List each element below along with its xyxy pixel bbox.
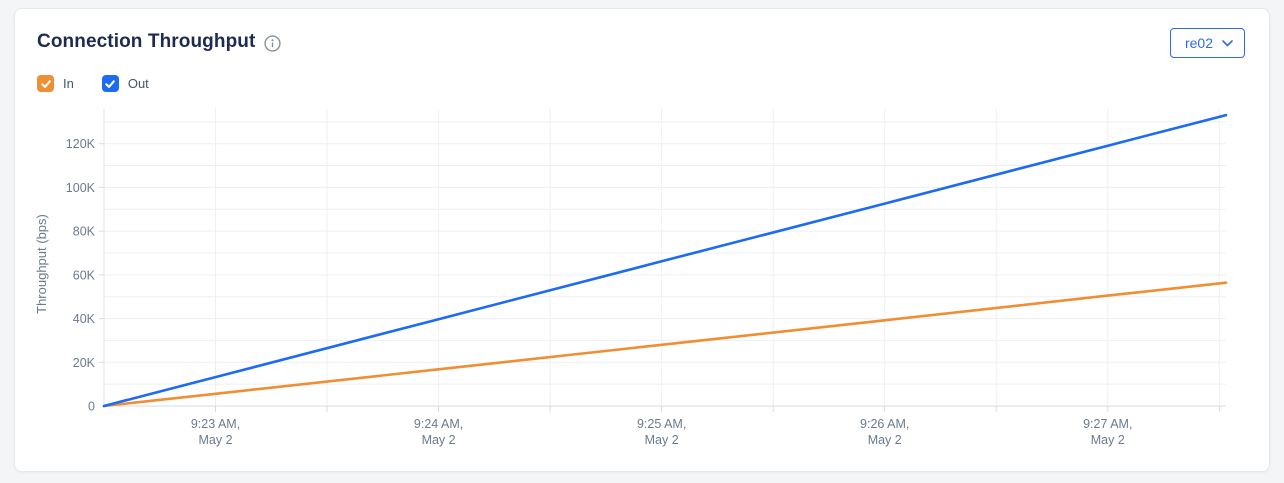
vertical-gridlines bbox=[215, 109, 1220, 412]
check-icon bbox=[40, 79, 51, 88]
check-icon bbox=[105, 79, 116, 88]
horizontal-gridlines bbox=[104, 121, 1226, 385]
y-axis-title: Throughput (bps) bbox=[34, 214, 49, 314]
in-checkbox[interactable] bbox=[37, 75, 54, 92]
info-icon[interactable] bbox=[264, 34, 282, 52]
page-title: Connection Throughput bbox=[37, 31, 256, 52]
svg-text:40K: 40K bbox=[73, 312, 96, 326]
svg-text:60K: 60K bbox=[73, 268, 96, 282]
svg-text:9:25 AM,: 9:25 AM, bbox=[637, 417, 686, 431]
legend-item-in[interactable]: In bbox=[37, 75, 74, 92]
out-checkbox[interactable] bbox=[101, 75, 119, 92]
svg-text:May 2: May 2 bbox=[422, 433, 456, 447]
svg-text:120K: 120K bbox=[66, 137, 96, 151]
chevron-down-icon bbox=[1222, 39, 1233, 47]
svg-text:May 2: May 2 bbox=[645, 433, 679, 447]
x-axis-labels: 9:23 AM, May 2 9:24 AM, May 2 9:25 AM, May 2 9… bbox=[191, 417, 1133, 447]
legend-item-out[interactable]: Out bbox=[101, 75, 149, 92]
y-axis-labels: 0 20K 40K 60K 80K 100K 120K bbox=[66, 137, 104, 414]
svg-text:80K: 80K bbox=[73, 225, 96, 239]
legend-label-in: In bbox=[63, 76, 74, 91]
axes bbox=[103, 109, 1226, 407]
throughput-chart: 0 20K 40K 60K 80K 100K 120K 9:23 AM, May 2 9:24 A… bbox=[15, 105, 1271, 467]
card-header: Connection Throughput bbox=[37, 31, 282, 53]
svg-text:May 2: May 2 bbox=[1091, 433, 1125, 447]
svg-text:May 2: May 2 bbox=[199, 433, 233, 447]
svg-text:20K: 20K bbox=[73, 356, 96, 370]
throughput-chart-svg: 0 20K 40K 60K 80K 100K 120K 9:23 AM, May 2 9:24 A… bbox=[34, 109, 1228, 447]
svg-text:0: 0 bbox=[88, 400, 95, 414]
svg-text:9:26 AM,: 9:26 AM, bbox=[860, 417, 909, 431]
series-legend: In Out bbox=[37, 75, 149, 92]
legend-label-out: Out bbox=[127, 76, 149, 91]
svg-text:May 2: May 2 bbox=[868, 433, 902, 447]
node-selector-dropdown[interactable]: re02 bbox=[1169, 28, 1245, 58]
svg-text:9:27 AM,: 9:27 AM, bbox=[1083, 417, 1132, 431]
out-series-line bbox=[102, 113, 1228, 408]
node-selector-value: re02 bbox=[1184, 35, 1213, 51]
svg-text:9:24 AM,: 9:24 AM, bbox=[414, 417, 463, 431]
svg-text:9:23 AM,: 9:23 AM, bbox=[191, 417, 240, 431]
in-series-line bbox=[102, 281, 1228, 408]
connection-throughput-card: Connection Throughput re02 In bbox=[14, 8, 1270, 472]
svg-text:100K: 100K bbox=[66, 181, 96, 195]
